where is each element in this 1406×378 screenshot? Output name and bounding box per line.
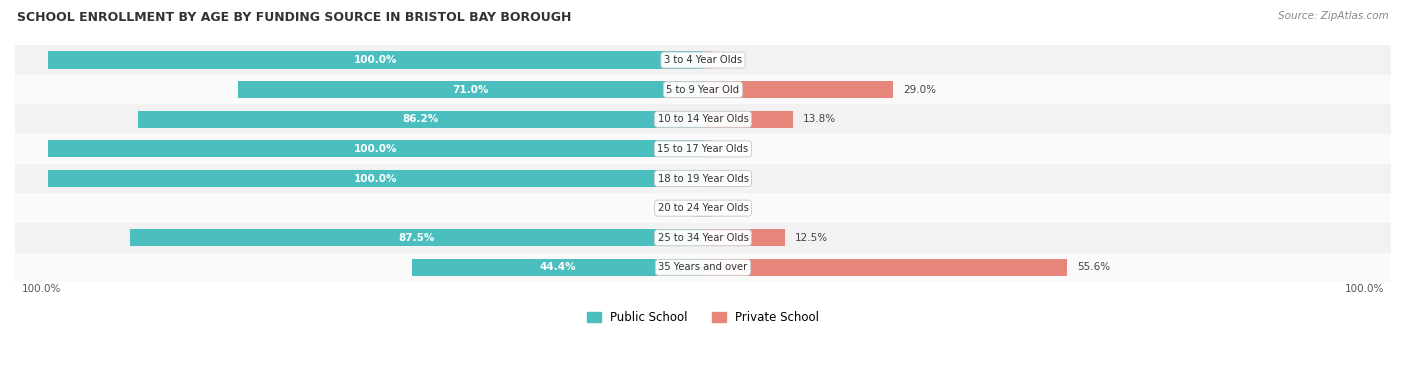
Text: 15 to 17 Year Olds: 15 to 17 Year Olds bbox=[658, 144, 748, 154]
Bar bbox=[703, 51, 713, 69]
Text: 44.4%: 44.4% bbox=[540, 262, 576, 273]
Bar bbox=[48, 51, 703, 69]
Text: 12.5%: 12.5% bbox=[794, 233, 828, 243]
Legend: Public School, Private School: Public School, Private School bbox=[582, 306, 824, 328]
Text: SCHOOL ENROLLMENT BY AGE BY FUNDING SOURCE IN BRISTOL BAY BOROUGH: SCHOOL ENROLLMENT BY AGE BY FUNDING SOUR… bbox=[17, 11, 571, 24]
Bar bbox=[15, 104, 1391, 134]
Text: 100.0%: 100.0% bbox=[354, 144, 396, 154]
Bar bbox=[412, 259, 703, 276]
Text: 0.0%: 0.0% bbox=[720, 144, 745, 154]
Text: 86.2%: 86.2% bbox=[402, 114, 439, 124]
Bar bbox=[15, 253, 1391, 282]
Text: 71.0%: 71.0% bbox=[453, 85, 488, 94]
Text: 0.0%: 0.0% bbox=[720, 203, 745, 213]
Text: 0.0%: 0.0% bbox=[720, 174, 745, 184]
Bar bbox=[15, 75, 1391, 104]
Text: 55.6%: 55.6% bbox=[1077, 262, 1111, 273]
Bar bbox=[15, 45, 1391, 75]
Bar bbox=[138, 111, 703, 128]
Bar bbox=[238, 81, 703, 98]
Text: 0.0%: 0.0% bbox=[661, 203, 686, 213]
Bar bbox=[703, 140, 713, 158]
Text: 35 Years and over: 35 Years and over bbox=[658, 262, 748, 273]
Bar bbox=[693, 200, 703, 217]
Bar bbox=[15, 223, 1391, 253]
Text: 25 to 34 Year Olds: 25 to 34 Year Olds bbox=[658, 233, 748, 243]
Text: 29.0%: 29.0% bbox=[903, 85, 936, 94]
Bar bbox=[15, 134, 1391, 164]
Bar bbox=[48, 140, 703, 158]
Text: 10 to 14 Year Olds: 10 to 14 Year Olds bbox=[658, 114, 748, 124]
Bar bbox=[15, 193, 1391, 223]
Text: 3 to 4 Year Olds: 3 to 4 Year Olds bbox=[664, 55, 742, 65]
Bar bbox=[703, 229, 785, 246]
Bar bbox=[703, 259, 1067, 276]
Text: 20 to 24 Year Olds: 20 to 24 Year Olds bbox=[658, 203, 748, 213]
Bar bbox=[15, 164, 1391, 193]
Bar bbox=[703, 200, 713, 217]
Text: 5 to 9 Year Old: 5 to 9 Year Old bbox=[666, 85, 740, 94]
Text: 100.0%: 100.0% bbox=[354, 55, 396, 65]
Text: 100.0%: 100.0% bbox=[354, 174, 396, 184]
Bar bbox=[703, 170, 713, 187]
Text: 100.0%: 100.0% bbox=[1346, 284, 1385, 294]
Bar bbox=[129, 229, 703, 246]
Text: 0.0%: 0.0% bbox=[720, 55, 745, 65]
Bar bbox=[48, 170, 703, 187]
Text: Source: ZipAtlas.com: Source: ZipAtlas.com bbox=[1278, 11, 1389, 21]
Text: 13.8%: 13.8% bbox=[803, 114, 837, 124]
Text: 87.5%: 87.5% bbox=[398, 233, 434, 243]
Bar bbox=[703, 111, 793, 128]
Bar bbox=[703, 81, 893, 98]
Text: 18 to 19 Year Olds: 18 to 19 Year Olds bbox=[658, 174, 748, 184]
Text: 100.0%: 100.0% bbox=[21, 284, 60, 294]
